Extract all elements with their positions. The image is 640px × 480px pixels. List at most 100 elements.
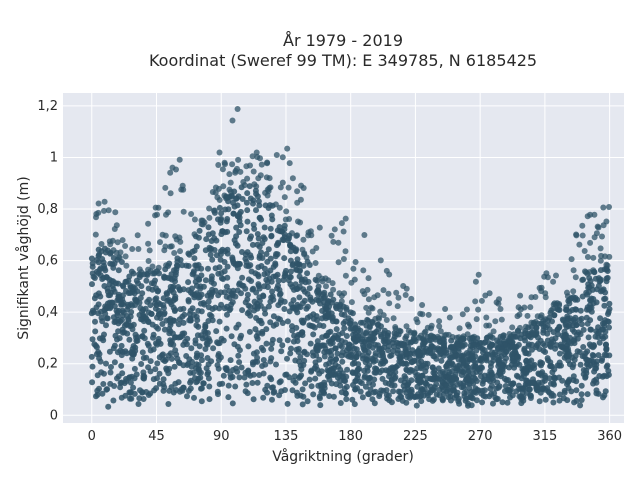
data-point <box>96 335 103 342</box>
data-point <box>586 357 593 364</box>
data-point <box>177 257 184 263</box>
data-point <box>391 343 397 350</box>
data-point <box>145 220 152 227</box>
data-point <box>319 342 326 349</box>
data-point <box>144 298 151 305</box>
data-point <box>443 331 449 338</box>
data-point <box>144 340 151 347</box>
data-point <box>542 294 549 301</box>
data-point <box>556 323 563 330</box>
data-point <box>253 289 260 296</box>
data-point <box>214 339 221 346</box>
data-point <box>229 400 236 407</box>
data-point <box>281 298 288 305</box>
data-point <box>258 161 265 168</box>
data-point <box>496 296 502 303</box>
data-point <box>312 276 319 283</box>
data-point <box>431 367 438 374</box>
data-point <box>297 331 304 338</box>
data-point <box>178 386 185 393</box>
data-point <box>234 287 241 294</box>
data-point <box>513 333 520 340</box>
data-point <box>490 357 497 364</box>
data-point <box>380 287 387 294</box>
data-point <box>581 248 588 254</box>
data-point <box>362 339 369 346</box>
data-point <box>258 263 265 269</box>
data-point <box>342 272 349 279</box>
data-point <box>591 211 598 218</box>
x-tick-label: 225 <box>403 429 428 444</box>
data-point <box>322 275 329 282</box>
data-point <box>499 399 506 406</box>
data-point <box>267 225 274 232</box>
data-point <box>596 339 603 346</box>
data-point <box>393 289 400 296</box>
data-point <box>237 335 244 342</box>
data-point <box>175 379 182 386</box>
data-point <box>109 299 116 306</box>
data-point <box>103 322 109 329</box>
data-point <box>386 380 392 387</box>
data-point <box>365 296 372 303</box>
data-point <box>349 396 356 403</box>
data-point <box>162 184 169 191</box>
data-point <box>217 289 224 296</box>
data-point <box>478 373 484 380</box>
data-point <box>231 341 238 348</box>
x-axis-ticks: 0 45 90 135 180 225 270 315 360 <box>88 429 622 444</box>
data-point <box>260 234 267 241</box>
data-point <box>593 299 600 306</box>
data-point <box>553 272 559 279</box>
data-point <box>542 349 549 355</box>
data-point <box>556 359 563 366</box>
data-point <box>573 397 580 404</box>
data-point <box>269 216 276 223</box>
data-point <box>362 383 369 390</box>
data-point <box>227 179 234 186</box>
data-point <box>108 364 114 370</box>
data-point <box>329 280 336 287</box>
data-point <box>329 358 336 365</box>
data-point <box>205 318 212 324</box>
data-point <box>470 389 477 396</box>
data-point <box>224 228 231 235</box>
data-point <box>360 319 366 326</box>
data-point <box>287 350 294 357</box>
data-point <box>203 236 210 243</box>
data-point <box>595 352 602 359</box>
data-point <box>502 383 509 389</box>
data-point <box>211 207 218 214</box>
data-point <box>366 342 373 349</box>
data-point <box>147 268 154 275</box>
data-point <box>195 323 202 330</box>
data-point <box>244 310 251 317</box>
data-point <box>273 251 280 257</box>
data-point <box>217 219 224 226</box>
data-point <box>220 183 227 190</box>
data-point <box>328 232 335 239</box>
data-point <box>209 286 216 293</box>
data-point <box>198 217 205 224</box>
data-point <box>403 361 410 368</box>
data-point <box>136 395 143 402</box>
data-point <box>266 175 273 182</box>
data-point <box>168 355 175 362</box>
data-point <box>605 311 611 317</box>
data-point <box>209 256 216 263</box>
data-point <box>599 233 605 240</box>
data-point <box>229 161 236 168</box>
data-point <box>110 397 117 404</box>
data-point <box>277 290 284 297</box>
data-point <box>330 393 337 400</box>
data-point <box>587 239 594 246</box>
data-point <box>369 305 376 312</box>
data-point <box>195 307 202 314</box>
data-point <box>148 310 155 317</box>
data-point <box>115 293 122 300</box>
data-point <box>123 321 130 328</box>
data-point <box>576 317 583 323</box>
data-point <box>326 348 333 355</box>
data-point <box>164 297 171 304</box>
data-point <box>263 251 270 257</box>
